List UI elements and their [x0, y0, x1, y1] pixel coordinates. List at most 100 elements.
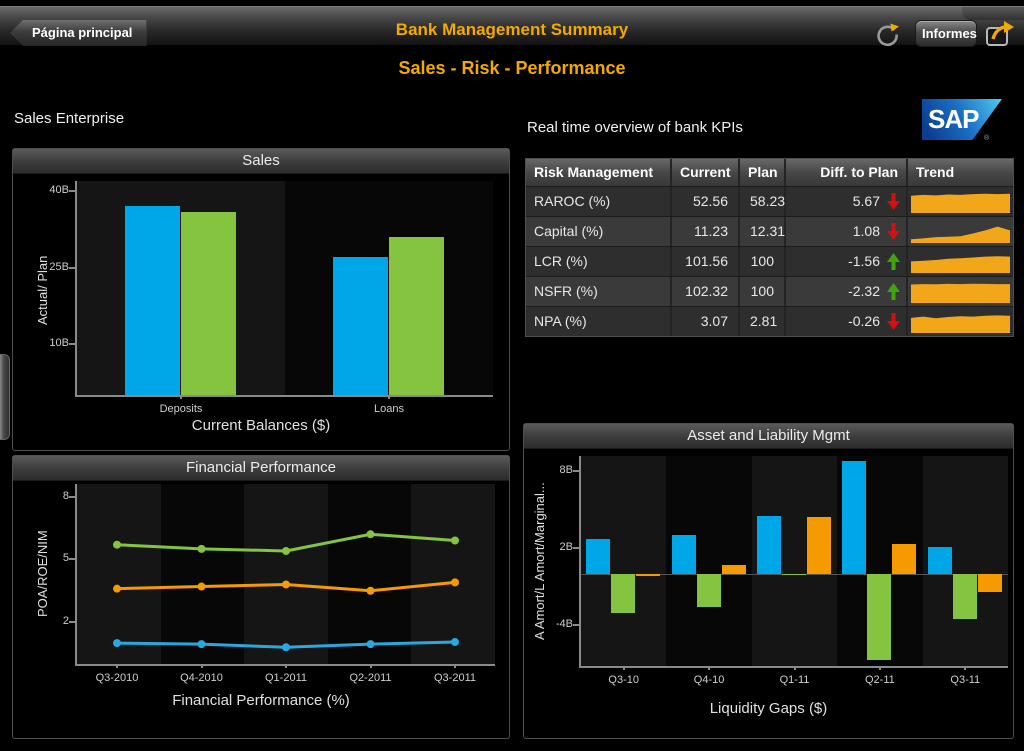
plan-value-cell: 100 — [740, 277, 786, 306]
sap-logo-text: SAP — [928, 104, 979, 134]
x-tick-mark — [369, 664, 372, 668]
alm-x-axis-title: Liquidity Gaps ($) — [709, 700, 828, 717]
y-tick-label: 40B — [49, 184, 69, 197]
plan-value-cell: 100 — [740, 247, 786, 276]
asset-liability-plot: Q3-10 Q4-10 Q1-11 Q2-11 Q3-11 8B 2B -4B — [556, 456, 1008, 686]
x-tick-mark — [116, 664, 118, 668]
kpi-name-cell: LCR (%) — [526, 247, 672, 276]
sales-chart-plot: Deposits Loans 40B 25B 10B — [49, 181, 493, 415]
bar-Actual-Loans — [333, 257, 388, 395]
plan-value-cell: 58.23 — [740, 187, 786, 216]
table-row-lcr[interactable]: LCR (%) 101.56 100 -1.56 — [526, 246, 1013, 276]
sap-logo: SAP — [922, 99, 1002, 140]
kpi-name-cell: NSFR (%) — [526, 277, 672, 306]
x-tick-mark — [793, 666, 796, 670]
trend-cell — [908, 187, 1013, 216]
trend-sparkline — [911, 315, 1010, 333]
line-series-layer — [113, 530, 459, 652]
fp-x-axis-title: Financial Performance (%) — [172, 692, 350, 709]
top-toolbar: Página principal Bank Management Summary… — [0, 6, 1024, 48]
y-tick-label: 5 — [62, 552, 69, 565]
bar-orange-Q1-11 — [807, 517, 831, 574]
y-tick-mark — [573, 624, 579, 627]
y-tick-mark — [69, 190, 75, 193]
back-button[interactable]: Página principal — [10, 20, 147, 46]
share-icon — [984, 21, 1016, 51]
x-tick-label: Loans — [374, 403, 404, 415]
col-header-risk-management: Risk Management — [526, 159, 672, 186]
y-tick-mark — [69, 343, 75, 346]
reports-button[interactable]: Informes — [915, 20, 977, 47]
col-header-trend: Trend — [916, 164, 955, 180]
col-header-current: Current — [672, 159, 740, 186]
bar-blue-Q4-10 — [671, 535, 696, 574]
x-tick-mark — [200, 664, 203, 668]
x-tick-mark — [388, 395, 390, 399]
trend-sparkline — [911, 283, 1010, 303]
bar-green-Q3-10 — [611, 573, 636, 614]
col-header-plan: Plan — [740, 159, 786, 186]
table-row-nsfr[interactable]: NSFR (%) 102.32 100 -2.32 — [526, 276, 1013, 306]
plot-stripe — [244, 484, 328, 664]
financial-performance-title: Financial Performance — [13, 456, 509, 481]
x-tick-label: Q1-11 — [779, 674, 810, 686]
risk-table-header-row: Risk Management Current Plan Diff. to Pl… — [526, 159, 1013, 186]
table-row-npa[interactable]: NPA (%) 3.07 2.81 -0.26 — [526, 306, 1013, 336]
current-value-cell: 101.56 — [672, 247, 740, 276]
y-tick-mark — [573, 470, 579, 473]
y-tick-label: 2B — [559, 541, 573, 554]
diff-to-plan-cell: -0.26 — [786, 307, 908, 336]
x-tick-label: Q3-11 — [950, 674, 981, 686]
page-title: Bank Management Summary — [395, 20, 629, 39]
bar-Actual-Deposits — [125, 206, 180, 395]
x-tick-mark — [708, 666, 711, 670]
plan-value-cell: 2.81 — [740, 307, 786, 336]
financial-performance-plot: Q3-2010 Q4-2010 Q1-2011 Q2-2011 Q3-2011 8 5 2 — [63, 484, 495, 684]
bar-blue-Q3-11 — [927, 546, 952, 574]
table-row-raroc[interactable]: RAROC (%) 52.56 58.23 5.67 — [526, 186, 1013, 216]
trend-up-icon — [887, 253, 900, 270]
bar-blue-Q1-11 — [757, 516, 781, 574]
col-header-diff-to-plan: Diff. to Plan — [786, 159, 908, 186]
y-tick-label: 2 — [62, 615, 69, 628]
x-tick-label: Q4-2010 — [180, 672, 223, 684]
x-tick-mark — [622, 666, 625, 670]
share-button[interactable] — [984, 20, 1016, 48]
x-tick-mark — [454, 664, 456, 668]
x-tick-label: Q1-2011 — [265, 672, 307, 684]
alm-y-axis-title: A Amort/L Amort/Marginal... — [532, 482, 547, 640]
bar-blue-Q3-10 — [586, 539, 611, 574]
side-drawer-handle[interactable] — [0, 354, 10, 440]
refresh-button[interactable] — [874, 21, 901, 48]
y-tick-label: 25B — [49, 260, 69, 273]
asset-liability-title: Asset and Liability Mgmt — [524, 424, 1013, 449]
diff-to-plan-cell: 1.08 — [786, 217, 908, 246]
x-tick-mark — [180, 395, 182, 399]
trend-cell — [908, 247, 1013, 276]
bar-blue-Q2-11 — [842, 461, 867, 574]
plan-value-cell: 12.31 — [740, 217, 786, 246]
risk-kpi-table: Risk Management Current Plan Diff. to Pl… — [525, 158, 1014, 337]
financial-performance-panel: Financial Performance Q3-2010 Q4-2010 Q1-2… — [12, 455, 510, 739]
diff-to-plan-cell: -1.56 — [786, 247, 908, 276]
bar-green-Q3-11 — [952, 573, 977, 619]
bar-green-Q1-11 — [782, 573, 806, 576]
x-tick-label: Deposits — [159, 403, 203, 415]
y-tick-mark — [69, 621, 75, 624]
trend-down-icon — [887, 313, 900, 330]
bar-green-Q4-10 — [696, 573, 721, 608]
sales-chart-panel: Sales Deposits Loans 40B 25B 10B Current Bal… — [12, 148, 510, 451]
y-tick-mark — [69, 266, 75, 269]
trend-sparkline — [911, 193, 1010, 213]
sales-x-axis-title: Current Balances ($) — [191, 417, 331, 434]
bar-green-Q2-11 — [867, 573, 892, 660]
trend-up-icon — [887, 283, 900, 300]
trend-cell — [908, 277, 1013, 306]
bar-orange-Q3-10 — [636, 573, 661, 576]
bar-Plan-Loans — [389, 237, 444, 395]
corner-tab — [962, 7, 1024, 20]
bar-orange-Q2-11 — [892, 544, 917, 574]
table-row-capital[interactable]: Capital (%) 11.23 12.31 1.08 — [526, 216, 1013, 246]
y-tick-label: 8 — [62, 489, 69, 502]
x-tick-mark — [285, 664, 287, 668]
